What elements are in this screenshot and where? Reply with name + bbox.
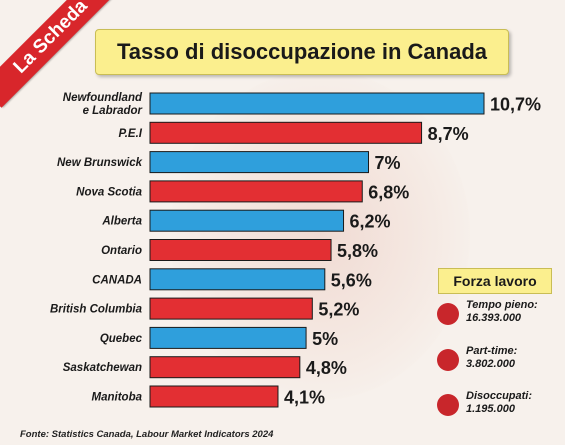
bar [149,356,301,379]
data-label: 5% [312,329,338,349]
bar [149,92,485,115]
source-note: Fonte: Statistics Canada, Labour Market … [20,429,274,440]
category-label: Saskatchewan [63,362,142,374]
legend-item-full-time: Tempo pieno: 16.393.000 [437,299,562,339]
category-label: Alberta [101,216,142,228]
legend-dot-icon [437,349,459,371]
bar [149,326,307,349]
legend-value: 1.195.000 [466,403,515,415]
data-label: 5,6% [331,270,372,290]
legend-item-unemployed: Disoccupati: 1.195.000 [437,390,562,430]
category-label: New Brunswick [57,157,143,169]
category-label: Newfoundland e Labrador [63,92,143,117]
legend-dot-icon [437,303,459,325]
bar [149,297,313,320]
legend-item-part-time: Part-time: 3.802.000 [437,345,562,385]
legend-dot-icon [437,394,459,416]
bar [149,151,370,174]
data-label: 6,8% [368,182,409,202]
data-label: 10,7% [490,95,541,115]
category-label: P.E.I [119,128,143,140]
category-label: CANADA [92,274,142,286]
category-label: Manitoba [92,392,143,404]
legend-label: Part-time: [466,345,518,357]
data-label: 4,8% [306,358,347,378]
legend-title: Forza lavoro [438,268,552,294]
category-label: Ontario [101,245,142,257]
bar [149,209,345,232]
legend-label: Tempo pieno: [466,299,538,311]
bar [149,385,279,408]
category-label: Nova Scotia [76,186,142,198]
chart-title: Tasso di disoccupazione in Canada [95,29,509,75]
data-label: 7% [375,153,401,173]
category-label: British Columbia [50,304,143,316]
bar [149,180,363,203]
data-label: 8,7% [428,124,469,144]
legend-value: 16.393.000 [466,312,522,324]
category-label: Quebec [100,333,143,345]
data-label: 5,8% [337,241,378,261]
bar [149,239,332,261]
legend-label: Disoccupati: [466,390,533,402]
data-label: 5,2% [318,300,359,320]
bar [149,268,326,291]
bar [149,121,423,144]
data-label: 4,1% [284,388,325,408]
data-label: 6,2% [350,212,391,232]
legend-value: 3.802.000 [466,358,515,370]
